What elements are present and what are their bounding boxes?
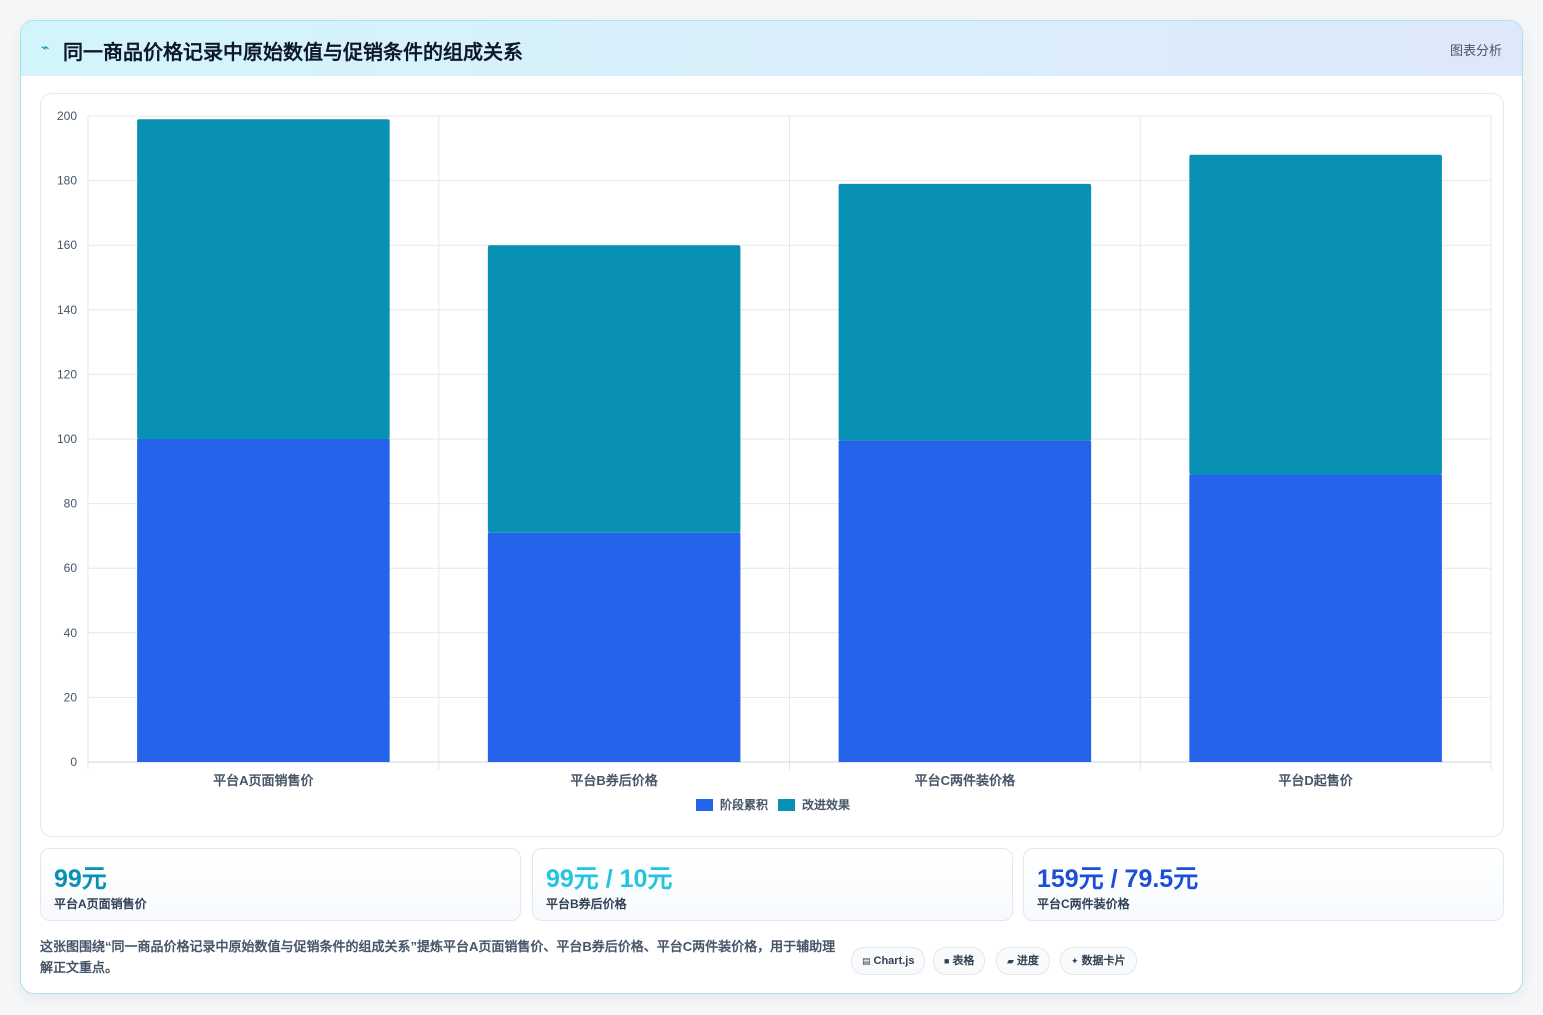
progress-icon: ▰: [1007, 956, 1014, 966]
bar-improvement-effect: [137, 119, 390, 440]
chip-label: 数据卡片: [1081, 955, 1126, 967]
x-tick-label: 平台C两件装价格: [915, 773, 1016, 788]
bar-stage-cumulative: [838, 440, 1092, 762]
chip-label: 进度: [1016, 955, 1039, 967]
stat-label: 平台C两件装价格: [1037, 897, 1130, 911]
x-tick-label: 平台D起售价: [1278, 773, 1353, 788]
y-tick-label: 160: [57, 238, 77, 252]
bar-improvement-effect: [487, 245, 741, 533]
stat-card-platform-a: 99元 平台A页面销售价: [40, 848, 521, 921]
stat-card-platform-b: 99元 / 10元 平台B券后价格: [532, 848, 1013, 921]
chart-line-icon: ⌁: [41, 39, 50, 55]
stat-label: 平台A页面销售价: [54, 897, 147, 911]
stat-value: 99元: [54, 865, 107, 893]
stat-value: 99元 / 10元: [546, 865, 673, 893]
y-tick-label: 0: [70, 755, 77, 769]
sparkle-icon: ✦: [1071, 956, 1079, 966]
chart-card: ⌁ 同一商品价格记录中原始数值与促销条件的组成关系 图表分析 0 20 40 60 80…: [20, 20, 1523, 994]
y-tick-label: 120: [57, 367, 77, 381]
bar-improvement-effect: [1189, 154, 1442, 475]
bar-improvement-effect: [838, 183, 1092, 441]
chip-chartjs[interactable]: ▤ Chart.js: [851, 947, 926, 975]
x-tick-label: 平台B券后价格: [570, 773, 658, 788]
chip-label: 表格: [952, 955, 975, 967]
bar-stage-cumulative: [1189, 474, 1442, 762]
card-header: ⌁ 同一商品价格记录中原始数值与促销条件的组成关系 图表分析: [21, 21, 1522, 76]
chart-description: 这张图围绕“同一商品价格记录中原始数值与促销条件的组成关系”提炼平台A页面销售价…: [40, 939, 836, 975]
legend-swatch: [696, 799, 713, 811]
y-tick-label: 140: [57, 303, 77, 317]
y-tick-label: 80: [64, 497, 78, 511]
y-tick-label: 200: [57, 109, 77, 123]
bar-stage-cumulative: [487, 532, 741, 762]
legend-swatch: [778, 799, 795, 811]
card-title: 同一商品价格记录中原始数值与促销条件的组成关系: [63, 42, 523, 64]
chip-data-card[interactable]: ✦ 数据卡片: [1060, 947, 1137, 975]
chip-progress[interactable]: ▰ 进度: [996, 947, 1050, 975]
legend-label: 改进效果: [802, 797, 850, 812]
chart-area: 0 20 40 60 80 100 120 140 160 180 200 平台A页面销售价 平台B券后…: [40, 93, 1504, 837]
stat-label: 平台B券后价格: [546, 897, 627, 911]
y-tick-label: 40: [64, 626, 78, 640]
bar-stage-cumulative: [137, 439, 390, 762]
x-tick-label: 平台A页面销售价: [213, 773, 314, 788]
stat-value: 159元 / 79.5元: [1037, 865, 1199, 893]
stacked-bar-chart: 0 20 40 60 80 100 120 140 160 180 200 平台A页面销售价 平台B券后…: [57, 109, 1492, 812]
chart-icon: ▤: [862, 956, 871, 966]
y-tick-label: 100: [57, 432, 77, 446]
y-tick-label: 20: [64, 690, 78, 704]
chip-label: Chart.js: [873, 955, 915, 967]
legend-label: 阶段累积: [720, 797, 768, 812]
table-icon: ■: [944, 956, 950, 966]
chip-table[interactable]: ■ 表格: [933, 947, 986, 975]
analysis-tag: 图表分析: [1449, 43, 1502, 58]
stat-card-platform-c: 159元 / 79.5元 平台C两件装价格: [1023, 848, 1504, 921]
y-tick-label: 180: [57, 174, 77, 188]
y-tick-label: 60: [64, 561, 78, 575]
